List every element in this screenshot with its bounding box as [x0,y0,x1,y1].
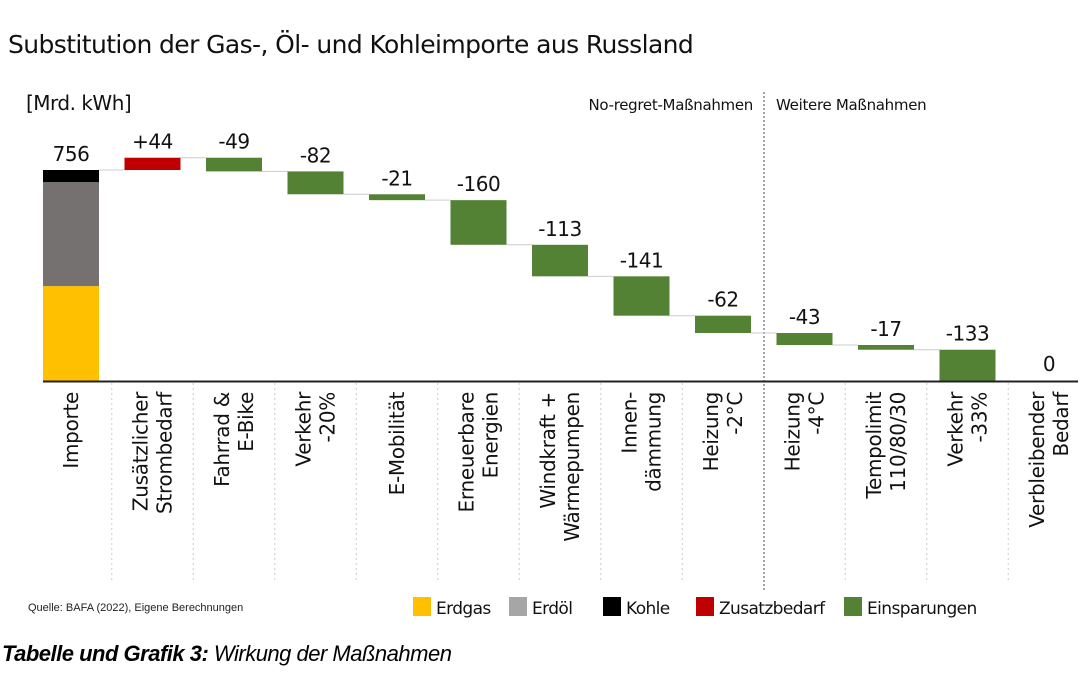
category-label: Fahrrad & [210,392,234,487]
bar-7 [613,276,670,316]
category-label: Verkehr [944,391,968,467]
category-label: E-Mobilität [385,392,409,496]
value-label: -17 [870,317,901,341]
section-label-no-regret: No-regret-Maßnahmen [589,96,753,114]
legend-swatch-erdöl [509,597,527,616]
value-label: -62 [707,288,738,312]
category-label: Erneuerbare [455,392,479,512]
legend-label-kohle: Kohle [626,599,670,619]
legend-swatch-kohle [603,597,621,616]
value-label: +44 [132,130,173,154]
category-label: Verbleibender [1025,391,1049,528]
section-label-weitere: Weitere Maßnahmen [776,96,926,114]
category-label: -33% [968,392,992,442]
category-label: Windkraft + [536,392,560,509]
category-label: -4°C [805,392,829,435]
category-label: Wärmepumpen [560,392,584,542]
bar-6 [532,244,588,277]
legend: Erdgas Erdöl Kohle Zusatzbedarf Einsparungen [413,597,977,619]
category-label: Zusätzlicher [129,391,153,511]
category-label: Strombedarf [153,391,177,514]
chart-title: Substitution der Gas-, Öl- und Kohleimpo… [8,30,693,59]
value-label: 756 [53,142,90,166]
value-label: -43 [789,305,820,329]
value-label: -82 [300,143,331,167]
figure-caption: Tabelle und Grafik 3: Wirkung der Maßnah… [2,641,452,667]
legend-label-erdöl: Erdöl [532,599,572,619]
bar-4 [369,194,425,201]
caption-label: Tabelle und Grafik 3: [2,641,209,666]
category-label: Heizung [699,392,723,471]
category-label: Importe [59,392,83,469]
bar-8 [695,315,751,333]
value-label: -21 [381,166,412,190]
category-label: -20% [316,392,340,442]
value-label: 0 [1043,352,1055,376]
category-label: 110/80/30 [886,392,910,492]
bar-11 [939,349,996,381]
category-label: Heizung [781,392,805,471]
legend-label-erdgas: Erdgas [436,599,491,619]
bar-5 [450,200,507,245]
y-axis-unit: [Mrd. kWh] [26,91,131,115]
value-label: -49 [218,130,249,154]
legend-swatch-zusatzbedarf [696,597,714,616]
category-label: Innen- [618,392,642,454]
bar-1 [124,157,181,170]
category-label: dämmung [642,392,666,492]
category-label: Tempolimit [862,392,886,500]
category-label: -2°C [723,392,747,435]
legend-swatch-erdgas [413,597,431,616]
value-label: -133 [946,322,989,346]
source-note: Quelle: BAFA (2022), Eigene Berechnungen [28,602,243,614]
bar-10 [858,344,914,350]
category-label: Verkehr [292,391,316,467]
legend-swatch-einsparungen [844,597,862,616]
waterfall-chart: Substitution der Gas-, Öl- und Kohleimpo… [8,30,1078,619]
legend-label-zusatzbedarf: Zusatzbedarf [719,599,826,619]
value-label: -141 [620,248,663,272]
caption-text: Wirkung der Maßnahmen [208,641,452,666]
category-label: Energien [479,392,503,478]
bar-3 [287,171,344,195]
category-label: E-Bike [234,392,258,452]
legend-label-einsparungen: Einsparungen [867,599,977,619]
value-label: -160 [457,172,500,196]
bar-9 [776,332,833,345]
value-label: -113 [538,217,581,241]
bar-2 [206,157,262,172]
bar-segment-kohle [43,170,99,183]
bar-segment-erdöl [43,182,99,287]
bar-segment-erdgas [43,286,99,381]
category-label: Bedarf [1049,391,1073,457]
